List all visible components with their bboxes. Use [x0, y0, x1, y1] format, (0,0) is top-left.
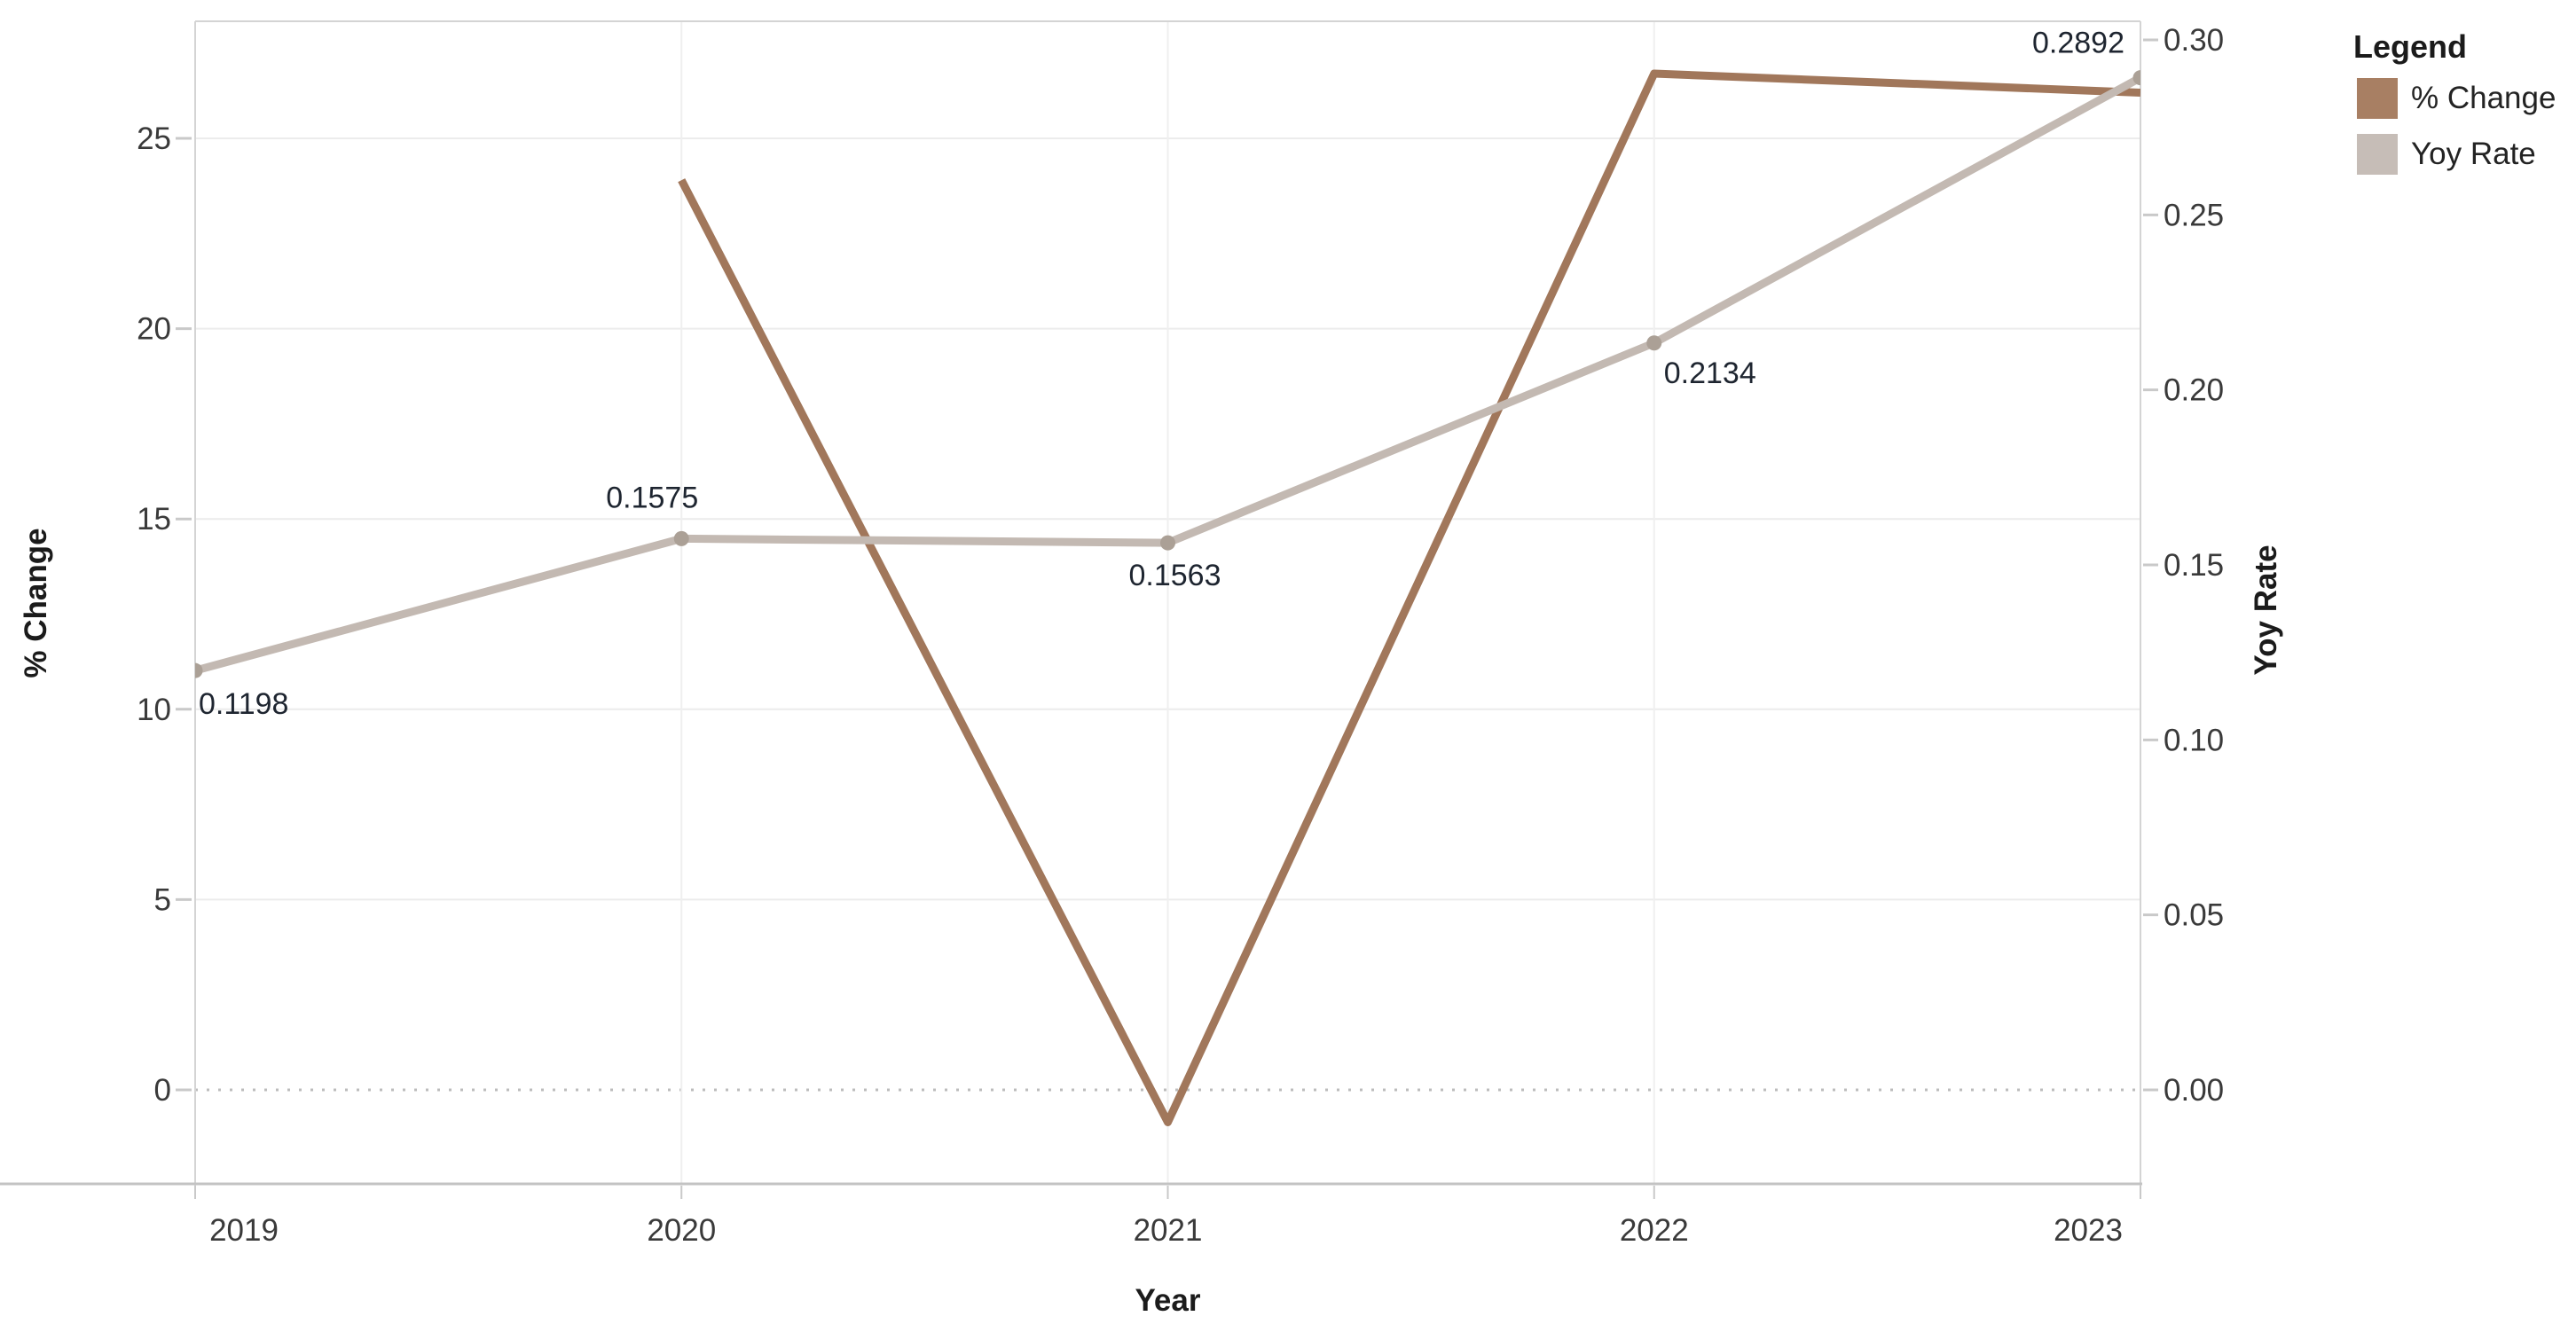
right-axis-tick-label: 0.25 [2164, 198, 2224, 232]
left-axis-tick-label: 15 [137, 502, 171, 537]
x-axis-tick-label: 2021 [1134, 1213, 1203, 1248]
yoy-rate-point-marker[interactable] [1160, 535, 1175, 551]
left-axis-tick-label: 20 [137, 312, 171, 347]
x-axis-tick-label: 2022 [1620, 1213, 1689, 1248]
left-axis-tick-label: 0 [154, 1073, 171, 1108]
right-axis-tick-label: 0.00 [2164, 1073, 2224, 1108]
yoy-rate-data-label: 0.1575 [606, 481, 698, 514]
legend-title: Legend [2353, 28, 2468, 65]
yoy-rate-data-label: 0.2134 [1664, 356, 1756, 390]
right-axis-tick-label: 0.10 [2164, 723, 2224, 757]
left-axis-tick-label: 10 [137, 693, 171, 727]
yoy-rate-data-label: 0.1198 [199, 687, 288, 721]
yoy-rate-data-label: 0.1563 [1129, 559, 1221, 592]
yoy-rate-point-marker[interactable] [673, 530, 689, 546]
x-axis-title: Year [1135, 1283, 1201, 1318]
x-axis-tick-label: 2019 [209, 1213, 279, 1248]
yoy-rate-data-label: 0.2892 [2032, 27, 2124, 60]
series-group [188, 69, 2148, 1126]
legend-item-label: % Change [2411, 81, 2556, 115]
yoy-rate-point-marker[interactable] [188, 662, 203, 678]
left-axis-tick-label: 5 [154, 882, 171, 917]
yoy-rate-point-marker[interactable] [1646, 335, 1662, 351]
right-axis-tick-label: 0.15 [2164, 548, 2224, 583]
x-axis-tick-label: 2023 [2054, 1213, 2123, 1248]
left-axis-title: % Change [19, 528, 53, 678]
left-axis-tick-label: 25 [137, 121, 171, 156]
right-axis-tick-label: 0.05 [2164, 898, 2224, 933]
right-axis-tick-label: 0.30 [2164, 23, 2224, 58]
legend: Legend % Change Yoy Rate [2353, 28, 2575, 190]
right-axis-tick-label: 0.20 [2164, 373, 2224, 408]
legend-item-label: Yoy Rate [2411, 137, 2536, 171]
yoy-rate-swatch-icon [2357, 134, 2398, 175]
percent-change-line[interactable] [678, 69, 2140, 1126]
x-axis-tick-label: 2020 [647, 1213, 716, 1248]
right-axis-title: Yoy Rate [2249, 544, 2283, 675]
legend-item-yoy-rate[interactable]: Yoy Rate [2357, 134, 2575, 175]
yoy-rate-point-marker[interactable] [2132, 70, 2148, 86]
legend-item-percent-change[interactable]: % Change [2357, 78, 2575, 119]
percent-change-swatch-icon [2357, 78, 2398, 119]
